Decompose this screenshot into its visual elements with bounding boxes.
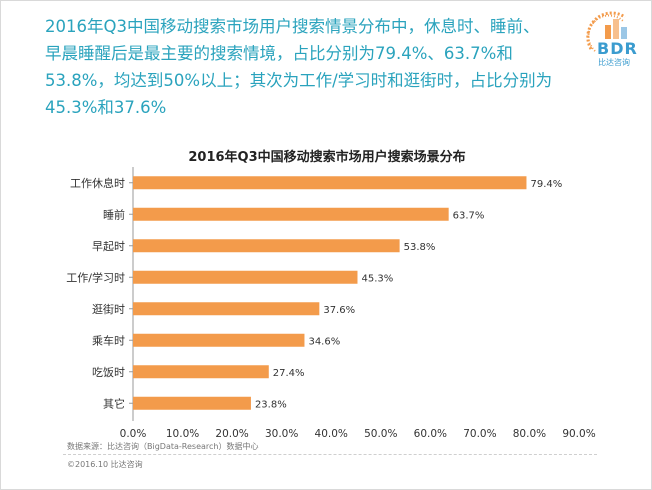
bar <box>133 270 358 284</box>
headline-line: 53.8%，均达到50%以上；其次为工作/学习时和逛街时，占比分别为 <box>45 71 553 90</box>
x-tick-label: 50.0% <box>364 428 397 440</box>
x-tick-label: 30.0% <box>265 428 298 440</box>
bar <box>133 239 400 253</box>
x-tick-label: 20.0% <box>215 428 248 440</box>
data-label: 23.8% <box>255 399 287 410</box>
category-label: 早起时 <box>92 240 125 253</box>
category-label: 工作/学习时 <box>66 270 125 284</box>
data-label: 79.4% <box>530 179 562 190</box>
bar <box>133 365 269 379</box>
category-label: 工作休息时 <box>70 176 125 190</box>
footer-divider <box>63 454 597 455</box>
copyright: ©2016.10 比达咨询 <box>67 460 143 469</box>
x-tick-label: 10.0% <box>166 428 199 440</box>
data-label: 34.6% <box>308 336 340 347</box>
data-label: 63.7% <box>453 210 485 221</box>
x-tick-label: 40.0% <box>315 428 348 440</box>
x-tick-label: 90.0% <box>562 428 595 440</box>
x-tick-label: 70.0% <box>463 428 496 440</box>
bar <box>133 396 251 410</box>
headline-line: 45.3%和37.6% <box>45 98 167 117</box>
headline-line: 2016年Q3中国移动搜索市场用户搜索情景分布中，休息时、睡前、 <box>45 17 540 36</box>
bdr-logo-icon <box>586 11 627 52</box>
category-label: 吃饭时 <box>92 366 125 379</box>
data-label: 37.6% <box>323 305 355 316</box>
bar <box>133 207 449 221</box>
x-tick-label: 0.0% <box>120 428 147 440</box>
chart-title: 2016年Q3中国移动搜索市场用户搜索场景分布 <box>188 150 466 165</box>
category-label: 乘车时 <box>92 333 125 347</box>
bar-chart: 工作休息时 79.4% 睡前 63.7% 早起时 53.8% 工作/学习时 45.3% 逛街时 3… <box>66 167 596 440</box>
data-label: 45.3% <box>361 273 393 284</box>
headline-text: 2016年Q3中国移动搜索市场用户搜索情景分布中，休息时、睡前、 早晨睡醒后是最… <box>45 13 565 121</box>
data-label: 53.8% <box>404 242 436 253</box>
category-label: 睡前 <box>103 207 125 221</box>
data-label: 27.4% <box>273 368 305 379</box>
headline-line: 早晨睡醒后是最主要的搜索情境，占比分别为79.4%、63.7%和 <box>45 44 513 63</box>
x-tick-label: 80.0% <box>513 428 546 440</box>
category-label: 逛街时 <box>92 302 125 316</box>
data-source: 数据来源：比达咨询（BigData-Research）数据中心 <box>67 442 259 451</box>
x-tick-label: 60.0% <box>414 428 447 440</box>
bar <box>133 176 527 190</box>
category-label: 其它 <box>103 396 125 410</box>
bar <box>133 302 320 316</box>
logo-text: BDR <box>597 39 638 58</box>
bar <box>133 333 305 347</box>
logo-subtitle: 比达咨询 <box>598 58 630 67</box>
